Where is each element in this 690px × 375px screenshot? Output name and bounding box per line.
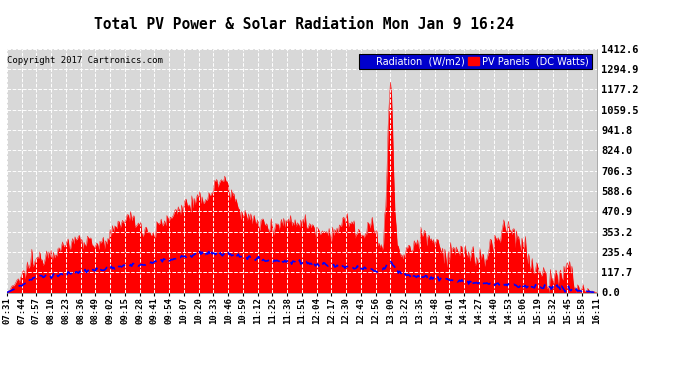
Legend: Radiation  (W/m2), PV Panels  (DC Watts): Radiation (W/m2), PV Panels (DC Watts) bbox=[359, 54, 592, 69]
Text: Copyright 2017 Cartronics.com: Copyright 2017 Cartronics.com bbox=[8, 56, 164, 65]
Text: Total PV Power & Solar Radiation Mon Jan 9 16:24: Total PV Power & Solar Radiation Mon Jan… bbox=[94, 17, 513, 32]
